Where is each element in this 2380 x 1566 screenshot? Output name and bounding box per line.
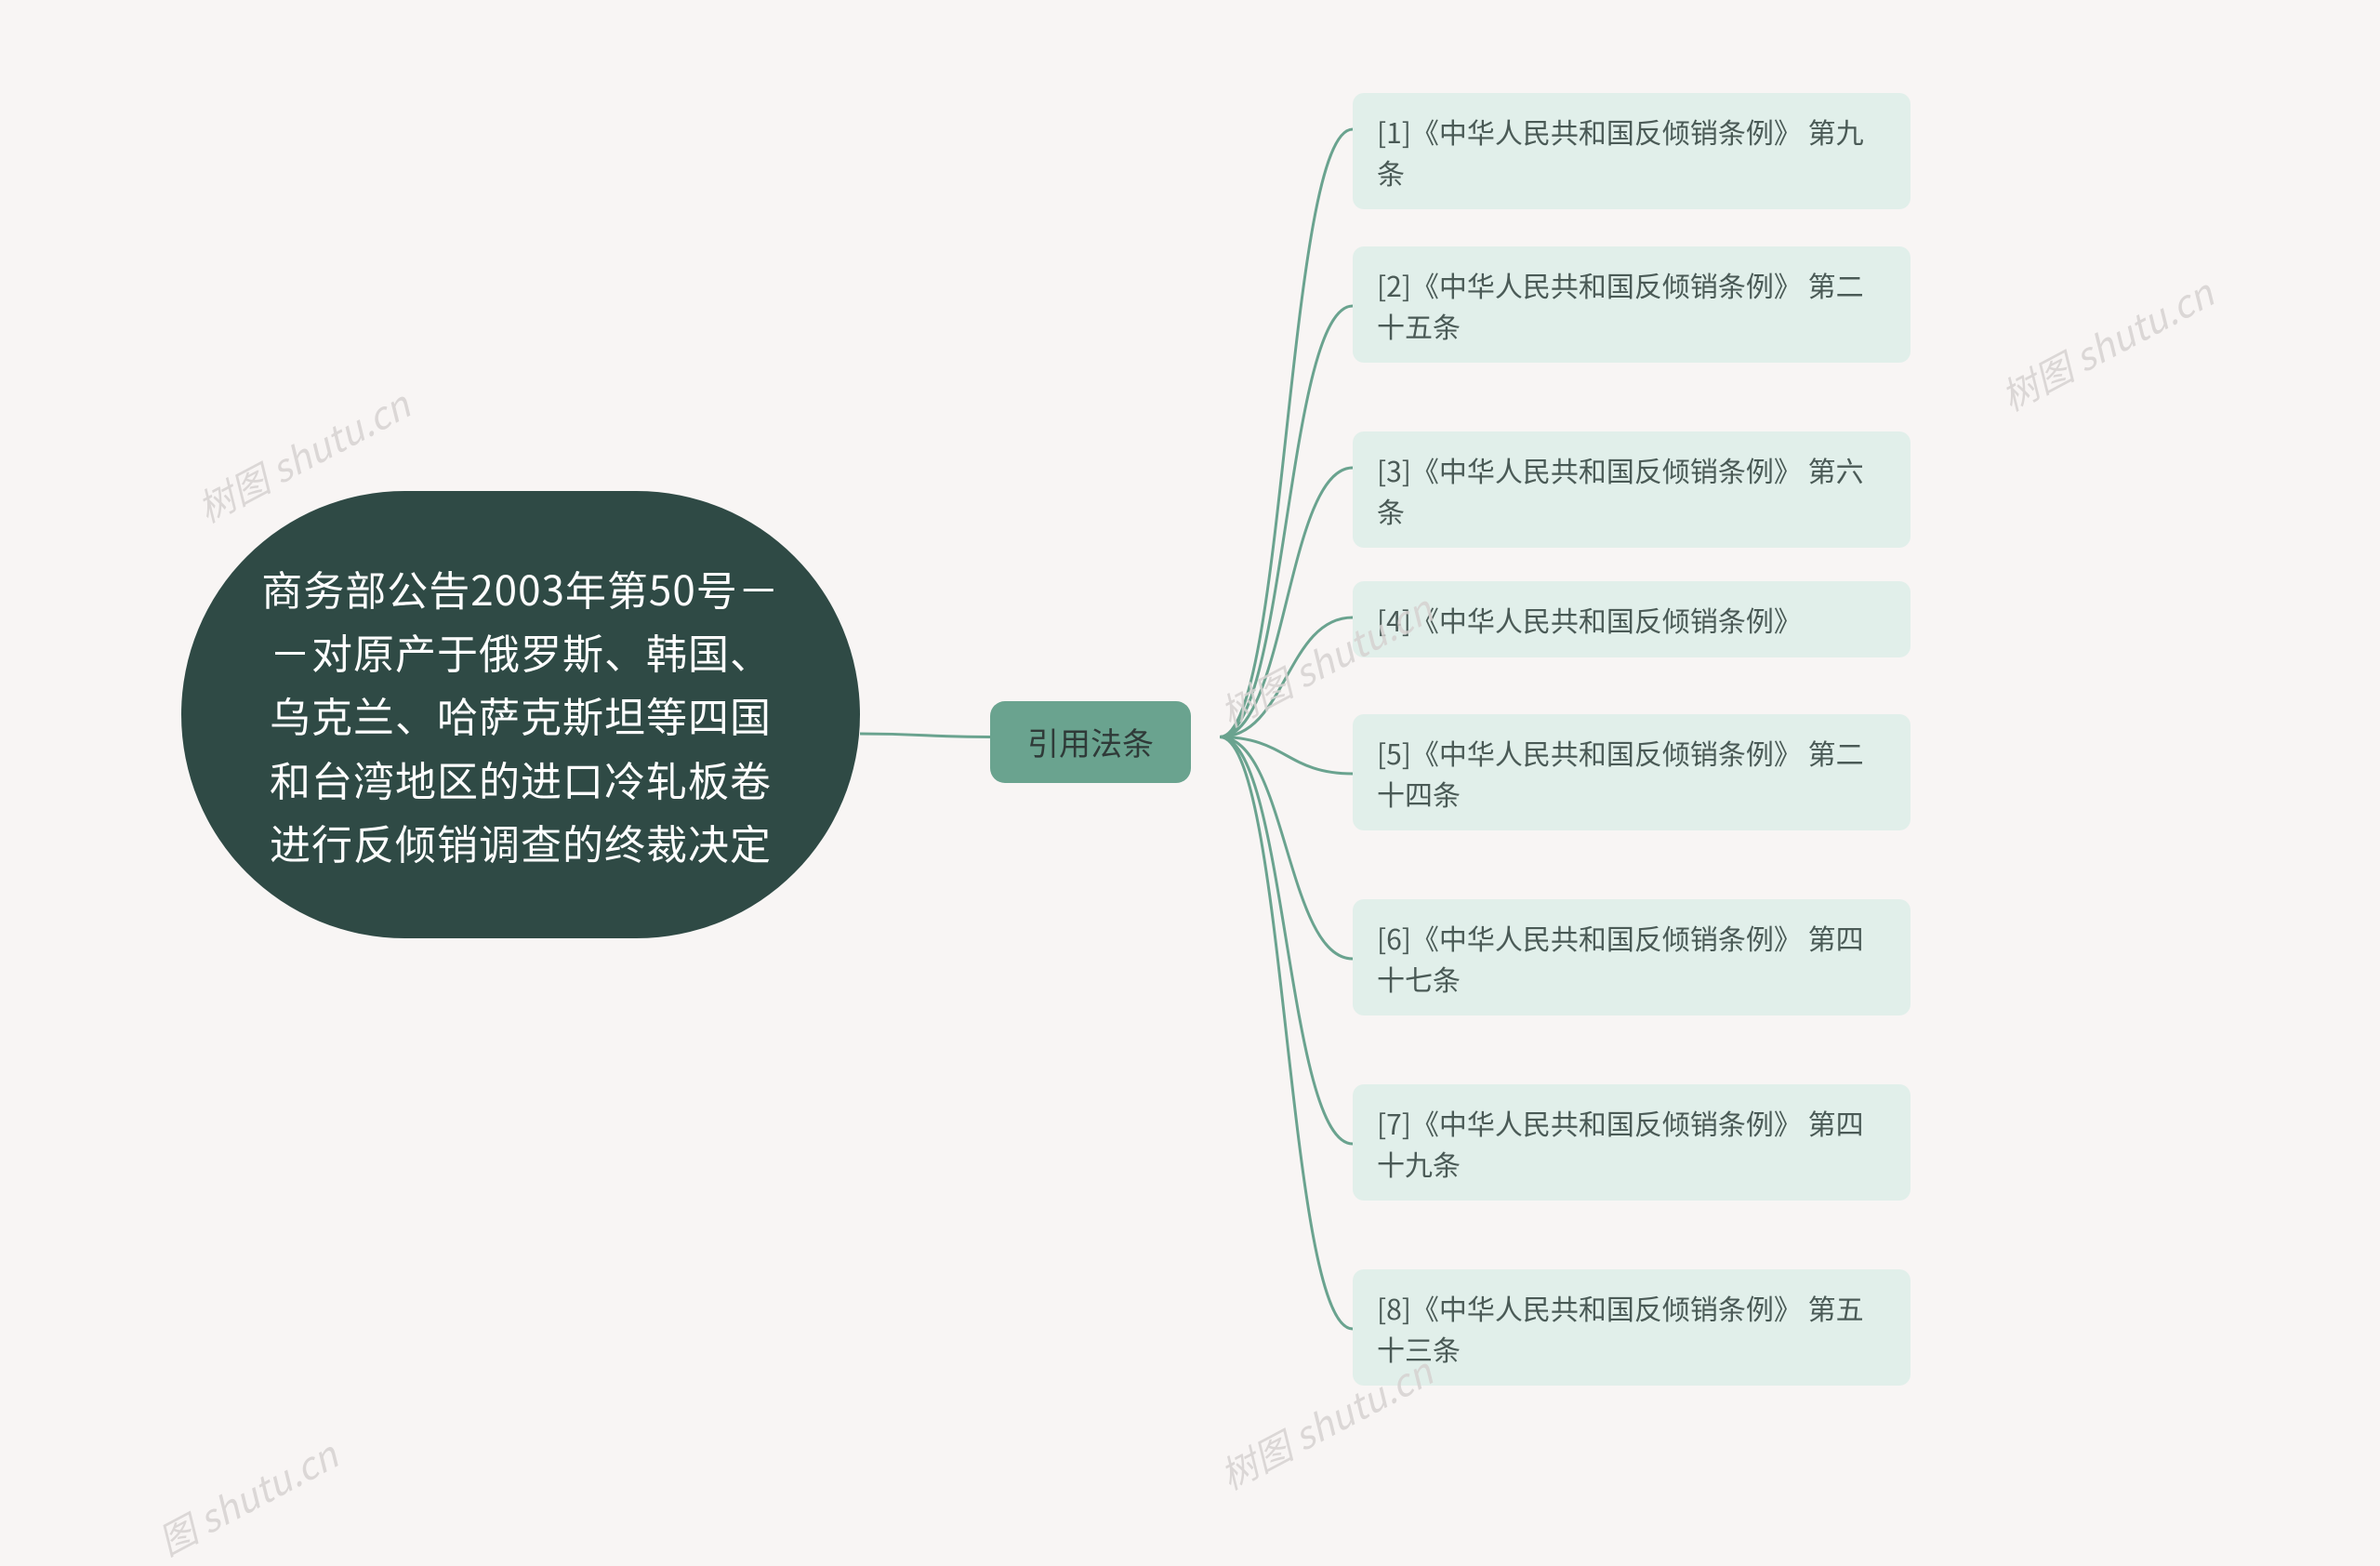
leaf-label: [8]《中华人民共和国反倾销条例》 第五十三条: [1377, 1287, 1864, 1369]
leaf-node: [8]《中华人民共和国反倾销条例》 第五十三条: [1353, 1269, 1911, 1386]
leaf-node: [5]《中华人民共和国反倾销条例》 第二十四条: [1353, 714, 1911, 830]
leaf-node: [4]《中华人民共和国反倾销条例》: [1353, 581, 1911, 657]
leaf-node: [1]《中华人民共和国反倾销条例》 第九条: [1353, 93, 1911, 209]
leaf-label: [4]《中华人民共和国反倾销条例》: [1377, 599, 1802, 640]
leaf-node: [6]《中华人民共和国反倾销条例》 第四十七条: [1353, 899, 1911, 1015]
leaf-label: [6]《中华人民共和国反倾销条例》 第四十七条: [1377, 917, 1864, 999]
leaf-label: [3]《中华人民共和国反倾销条例》 第六条: [1377, 449, 1864, 531]
mindmap-stage: 商务部公告2003年第50号－－对原产于俄罗斯、韩国、乌克兰、哈萨克斯坦等四国和…: [0, 0, 2380, 1495]
leaf-node: [7]《中华人民共和国反倾销条例》 第四十九条: [1353, 1084, 1911, 1201]
root-node: 商务部公告2003年第50号－－对原产于俄罗斯、韩国、乌克兰、哈萨克斯坦等四国和…: [181, 491, 860, 938]
watermark: 图 shutu.cn: [148, 1427, 347, 1566]
leaf-label: [7]《中华人民共和国反倾销条例》 第四十九条: [1377, 1102, 1864, 1184]
leaf-node: [3]《中华人民共和国反倾销条例》 第六条: [1353, 431, 1911, 548]
mid-node-label: 引用法条: [1027, 719, 1154, 764]
leaf-node: [2]《中华人民共和国反倾销条例》 第二十五条: [1353, 246, 1911, 363]
root-node-label: 商务部公告2003年第50号－－对原产于俄罗斯、韩国、乌克兰、哈萨克斯坦等四国和…: [261, 558, 780, 871]
leaf-label: [1]《中华人民共和国反倾销条例》 第九条: [1377, 111, 1864, 192]
watermark: 树图 shutu.cn: [1990, 264, 2222, 421]
leaf-label: [5]《中华人民共和国反倾销条例》 第二十四条: [1377, 732, 1864, 814]
mid-node: 引用法条: [990, 701, 1191, 783]
leaf-label: [2]《中华人民共和国反倾销条例》 第二十五条: [1377, 264, 1864, 346]
